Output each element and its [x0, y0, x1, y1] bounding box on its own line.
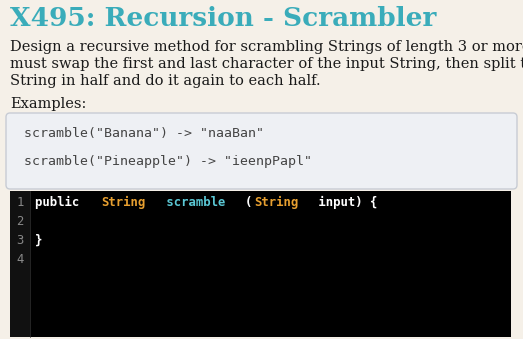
FancyBboxPatch shape: [6, 113, 517, 189]
Text: 1: 1: [16, 196, 24, 209]
Bar: [10, 191, 30, 337]
Text: public: public: [35, 196, 87, 209]
Bar: [10, 191, 511, 337]
Text: 2: 2: [16, 215, 24, 228]
Text: input) {: input) {: [311, 196, 377, 209]
Text: scramble("Banana") -> "naaBan": scramble("Banana") -> "naaBan": [24, 127, 264, 140]
Text: (: (: [244, 196, 252, 209]
Text: scramble("Pineapple") -> "ieenpPapl": scramble("Pineapple") -> "ieenpPapl": [24, 155, 312, 168]
Text: 3: 3: [16, 234, 24, 247]
Text: }: }: [35, 234, 42, 247]
Text: Examples:: Examples:: [10, 97, 86, 111]
Text: String: String: [101, 196, 146, 209]
Text: must swap the first and last character of the input String, then split the: must swap the first and last character o…: [10, 57, 523, 71]
Text: scramble: scramble: [158, 196, 225, 209]
Text: X495: Recursion - Scrambler: X495: Recursion - Scrambler: [10, 6, 436, 31]
Text: String in half and do it again to each half.: String in half and do it again to each h…: [10, 74, 321, 88]
Text: 4: 4: [16, 253, 24, 266]
Text: Design a recursive method for scrambling Strings of length 3 or more. It: Design a recursive method for scrambling…: [10, 40, 523, 54]
Text: String: String: [254, 196, 298, 209]
